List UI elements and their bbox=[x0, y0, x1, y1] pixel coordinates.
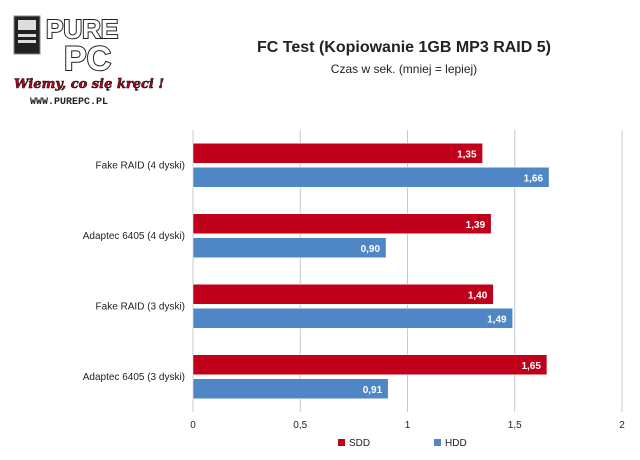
chart-subtitle: Czas w sek. (mniej = lepiej) bbox=[331, 62, 477, 76]
category-label: Adaptec 6405 (4 dyski) bbox=[83, 231, 185, 242]
legend: SDD HDD bbox=[338, 438, 467, 449]
data-label: 0,91 bbox=[363, 385, 383, 396]
bars: 1,35 1,66 1,39 0,90 1,40 1,49 1,65 0,91 bbox=[192, 143, 550, 399]
legend-label-hdd: HDD bbox=[445, 438, 467, 449]
x-tick-label: 1,5 bbox=[508, 420, 522, 431]
legend-swatch-hdd bbox=[434, 439, 441, 446]
data-label: 0,90 bbox=[361, 244, 381, 255]
x-tick-label: 2 bbox=[619, 420, 625, 431]
category-label: Fake RAID (3 dyski) bbox=[96, 301, 185, 312]
legend-swatch-sdd bbox=[338, 439, 345, 446]
x-tick-label: 1 bbox=[405, 420, 411, 431]
x-tick-label: 0 bbox=[190, 420, 196, 431]
bar-hdd-1 bbox=[192, 167, 550, 188]
logo-brand-top: PURE bbox=[46, 14, 118, 44]
purepc-logo: PURE PC Wiemy, co się kręci ! WWW.PUREPC… bbox=[13, 13, 164, 108]
chart-title: FC Test (Kopiowanie 1GB MP3 RAID 5) bbox=[257, 39, 551, 56]
logo-brand-bottom: PC bbox=[64, 40, 111, 78]
category-label: Fake RAID (4 dyski) bbox=[96, 160, 185, 171]
logo-url: WWW.PUREPC.PL bbox=[30, 97, 108, 108]
logo-slogan: Wiemy, co się kręci ! bbox=[14, 77, 164, 92]
legend-label-sdd: SDD bbox=[349, 438, 370, 449]
category-label: Adaptec 6405 (3 dyski) bbox=[83, 372, 185, 383]
bar-hdd-3 bbox=[192, 308, 513, 329]
bar-sdd-3 bbox=[192, 284, 494, 305]
data-label: 1,49 bbox=[487, 314, 507, 325]
data-label: 1,66 bbox=[524, 173, 544, 184]
data-label: 1,39 bbox=[466, 220, 486, 231]
logo-pc-icon bbox=[13, 15, 41, 55]
bar-sdd-4 bbox=[192, 354, 548, 375]
x-axis-ticks: 0 0,5 1 1,5 2 bbox=[190, 420, 625, 431]
data-label: 1,65 bbox=[521, 361, 541, 372]
x-tick-label: 0,5 bbox=[293, 420, 307, 431]
bar-hdd-4 bbox=[192, 378, 389, 399]
category-labels: Fake RAID (4 dyski) Adaptec 6405 (4 dyski… bbox=[83, 160, 185, 383]
bar-sdd-2 bbox=[192, 213, 492, 234]
data-label: 1,35 bbox=[457, 149, 477, 160]
data-label: 1,40 bbox=[468, 290, 488, 301]
bar-hdd-2 bbox=[192, 237, 387, 258]
bar-sdd-1 bbox=[192, 143, 483, 164]
